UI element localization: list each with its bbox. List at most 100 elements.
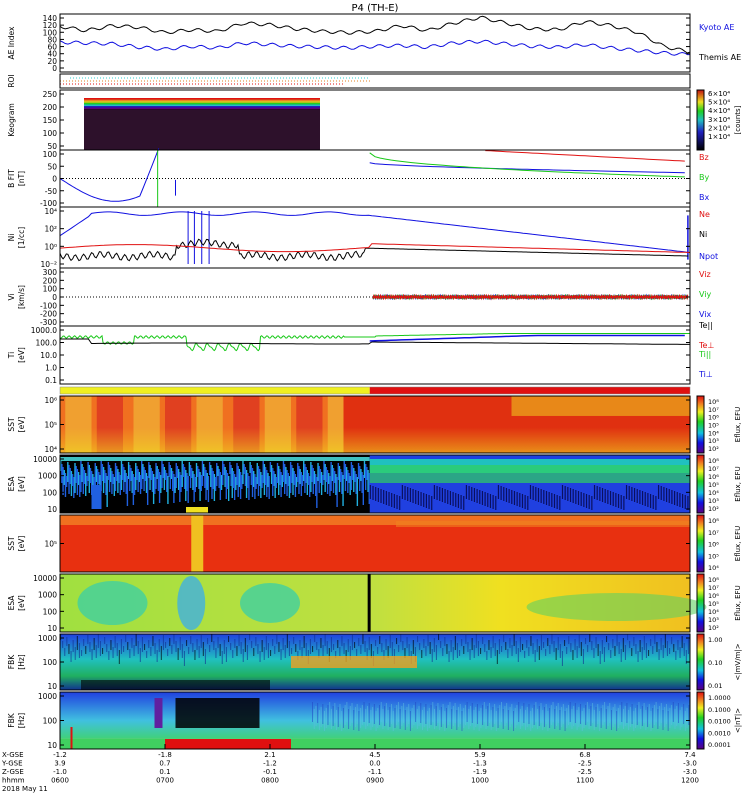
fbk1-pixel <box>677 640 679 650</box>
fbk1-pixel <box>381 643 383 652</box>
esa_i-event <box>91 485 102 509</box>
fbk1-pixel <box>320 638 322 648</box>
fbk2-pixel <box>679 710 681 730</box>
esa_e-blob <box>177 576 206 630</box>
fbk2-pixel <box>528 704 530 724</box>
ae-ylabel: AE Index <box>7 26 16 59</box>
density-legend-1: Ni <box>699 230 707 239</box>
esa_i-pixel <box>68 465 70 494</box>
fbk1-pixel <box>60 634 62 640</box>
fbk2-pixel <box>444 711 446 731</box>
fbk1-pixel <box>503 635 505 642</box>
fbk1-pixel <box>301 647 303 658</box>
esa_i-pixel <box>260 472 262 498</box>
esa_i-pixel <box>636 489 638 503</box>
fbk2-pixel <box>397 702 399 722</box>
esa_i-pixel <box>353 468 355 492</box>
fbk2-pixel <box>363 702 365 722</box>
fbk2-pixel <box>667 711 669 731</box>
fbk2-pixel <box>346 702 348 722</box>
fbk1-pixel <box>421 650 423 658</box>
fbk2-pixel <box>557 703 559 723</box>
fbk1-pixel <box>511 645 513 656</box>
bfit-ylabel: B FIT <box>7 169 16 188</box>
esa_i-pixel <box>655 496 657 510</box>
fbk1-pixel <box>125 635 127 642</box>
fbk2-pixel <box>686 708 688 728</box>
fbk1-pixel <box>612 639 614 648</box>
fbk1-pixel <box>326 641 328 654</box>
fbk2-pixel <box>471 703 473 723</box>
fbk2-pixel <box>564 711 566 731</box>
esa_i-pixel <box>142 464 144 479</box>
esa_i-pixel <box>151 471 154 492</box>
fbk2-pixel <box>650 711 652 731</box>
esa_i-pixel <box>67 462 69 482</box>
fbk1-pixel <box>440 641 442 648</box>
esa_i-ytick-label: 10000 <box>33 455 57 464</box>
esa_i-pixel <box>383 490 385 504</box>
esa_i-pixel <box>481 491 484 505</box>
bfit-bx-early <box>59 148 160 202</box>
esa_i-pixel <box>361 472 363 493</box>
fbk1-pixel <box>475 634 477 648</box>
esa_i-pixel <box>679 493 681 507</box>
fbk2-cbar-tick: 0.0001 <box>708 741 731 749</box>
fbk1-pixel <box>419 643 421 650</box>
ae-legend-1: Themis AE <box>698 53 741 62</box>
fbk1-pixel <box>251 641 253 648</box>
esa_i-pixel <box>258 469 261 486</box>
fbk1-pixel <box>417 636 419 642</box>
esa_i-pixel <box>545 491 548 505</box>
fbk1-pixel <box>102 648 104 654</box>
esa_i-pixel <box>130 468 132 481</box>
esa_i-pixel <box>676 492 678 506</box>
esa_i-pixel <box>256 463 258 484</box>
esa_i-pixel <box>198 469 200 489</box>
esa_e-ytick-label: 10000 <box>33 574 57 583</box>
fbk1-pixel <box>656 642 658 652</box>
fbk1-pixel <box>561 651 563 666</box>
fbk1-pixel <box>496 650 498 664</box>
fbk2-pixel <box>672 702 674 722</box>
keogram-stripe <box>84 106 320 108</box>
fbk2-pixel <box>351 703 353 723</box>
fbk2-pixel <box>624 706 626 726</box>
fbk1-pixel <box>601 640 603 654</box>
fbk2-pixel <box>430 705 432 725</box>
fbk2-pixel <box>521 706 523 726</box>
esa_i-pixel <box>317 463 319 481</box>
esa_i-pixel <box>355 474 357 494</box>
fbk2-pixel <box>501 702 502 722</box>
fbk1-pixel <box>402 641 404 650</box>
esa_i-pixel <box>239 472 242 499</box>
fbk2-pixel <box>597 704 599 724</box>
fbk2-pixel <box>636 705 638 725</box>
fbk1-pixel <box>276 635 278 644</box>
esa_i-pixel <box>187 476 189 503</box>
fbk1-pixel <box>578 635 580 648</box>
esa_i-pixel <box>660 486 662 500</box>
esa_i-pixel <box>89 468 92 483</box>
fbk1-pixel <box>513 634 515 646</box>
keogram-stripe <box>84 104 320 106</box>
fbk2-pixel <box>375 711 377 731</box>
esa_i-pixel <box>291 465 293 483</box>
fbk1-pixel <box>114 636 116 648</box>
fbk1-pixel <box>230 643 232 650</box>
esa_i-pixel <box>61 464 63 483</box>
fbk1-pixel <box>582 649 584 664</box>
fbk2-pixel <box>476 704 478 724</box>
fbk1-pixel <box>484 644 486 652</box>
esa_i-pixel <box>473 488 476 502</box>
esa_i-pixel <box>316 477 318 508</box>
fbk1-cbar-label: <|mV/m|> <box>734 643 742 680</box>
fbk1-pixel <box>671 637 673 644</box>
fbk2-pixel <box>593 710 595 730</box>
fbk2-pixel <box>325 708 327 728</box>
esa_i-pixel <box>210 465 212 487</box>
fbk1-pixel <box>517 648 519 662</box>
esa_i-pixel <box>94 463 96 492</box>
esa_i-pixel <box>417 491 419 505</box>
temp-te <box>60 338 690 345</box>
